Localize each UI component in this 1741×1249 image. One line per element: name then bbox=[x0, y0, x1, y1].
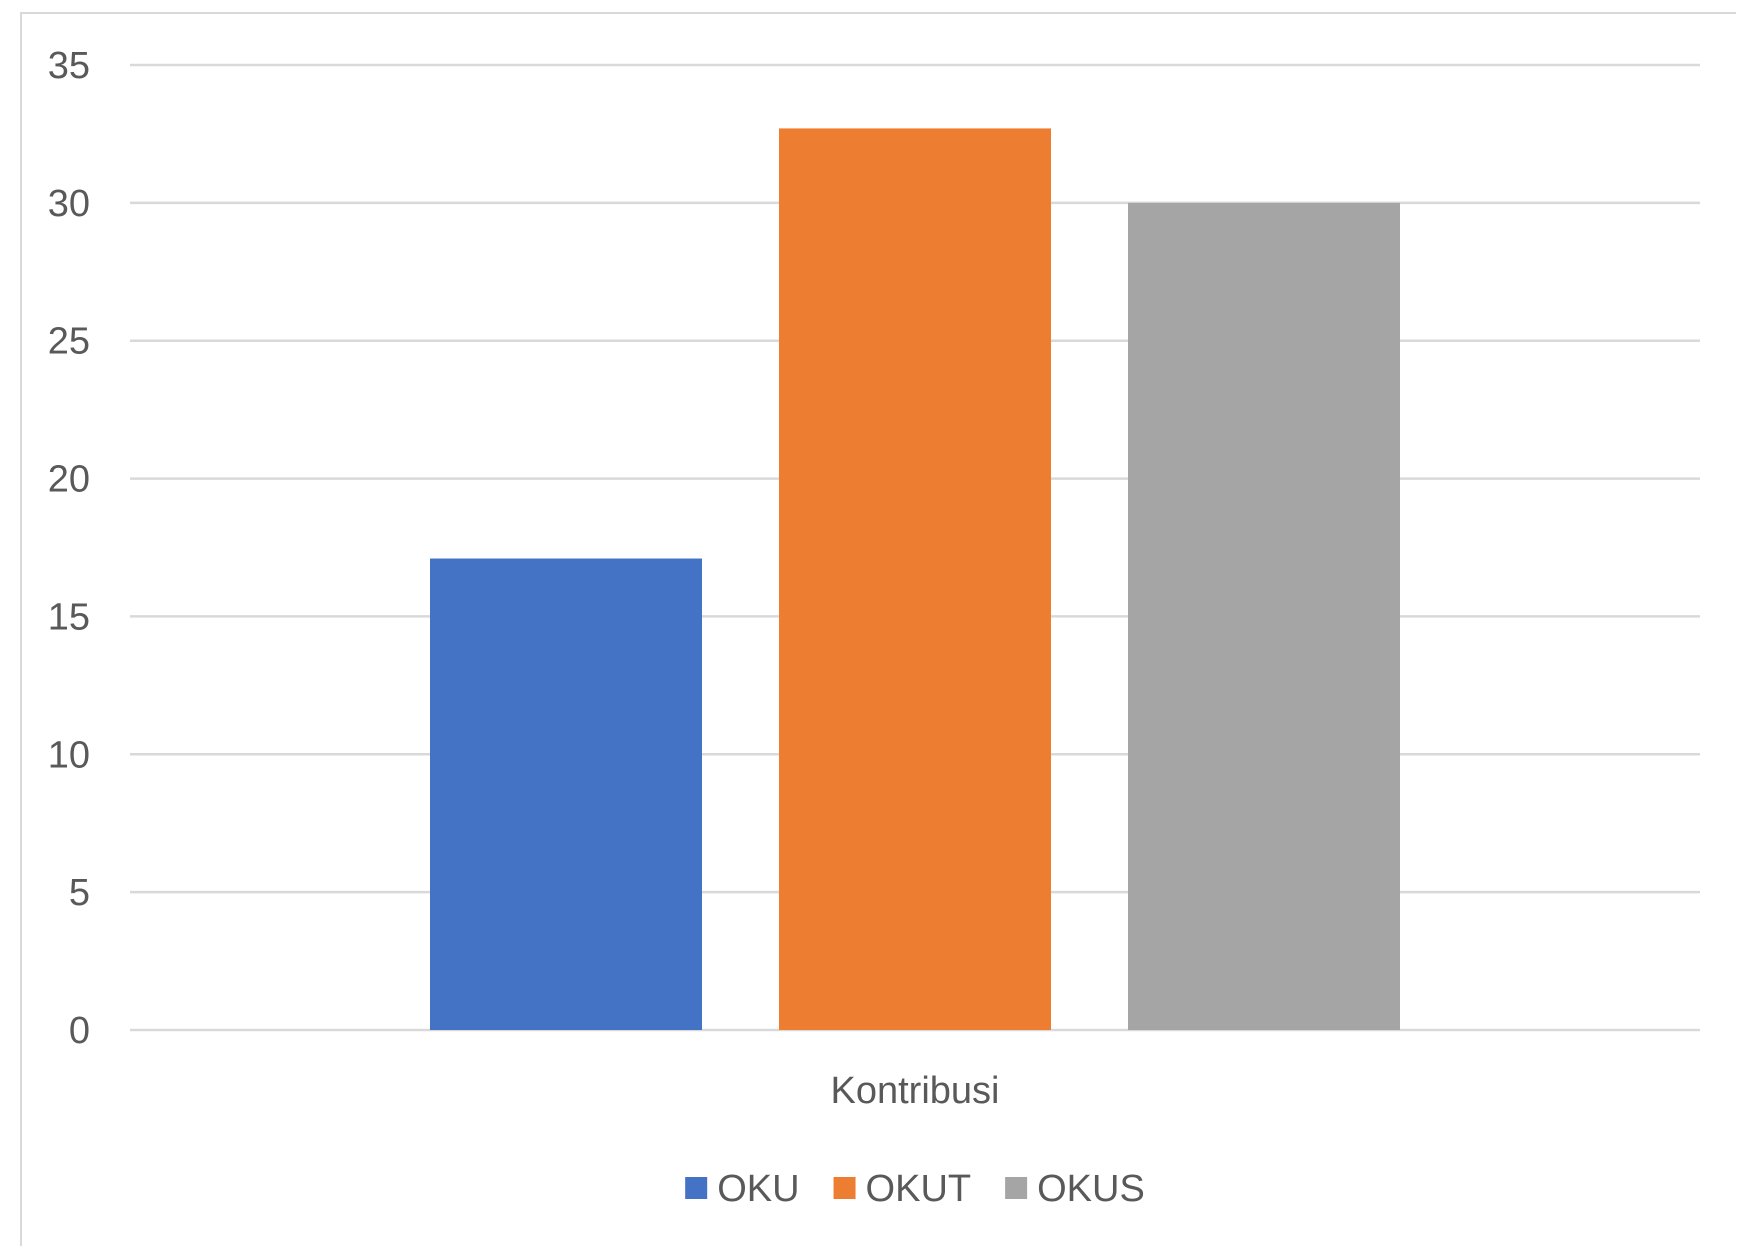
y-tick-label: 15 bbox=[48, 596, 90, 638]
legend-label: OKUT bbox=[866, 1168, 972, 1210]
legend-label: OKU bbox=[717, 1168, 799, 1210]
legend-label: OKUS bbox=[1037, 1168, 1145, 1210]
legend: OKU OKUT OKUS bbox=[685, 1168, 1145, 1210]
y-tick-label: 5 bbox=[69, 872, 90, 914]
y-tick-label: 25 bbox=[48, 321, 90, 363]
y-axis-ticks: 0 5 10 15 20 25 30 35 bbox=[48, 45, 90, 1052]
y-tick-label: 20 bbox=[48, 459, 90, 501]
x-axis-labels: Kontribusi bbox=[831, 1070, 1000, 1112]
x-category-label: Kontribusi bbox=[831, 1070, 1000, 1112]
y-tick-label: 0 bbox=[69, 1010, 90, 1052]
bar-okut bbox=[779, 128, 1051, 1030]
bars bbox=[430, 128, 1400, 1030]
y-tick-label: 30 bbox=[48, 183, 90, 225]
legend-swatch-oku bbox=[685, 1177, 708, 1199]
legend-swatch-okut bbox=[833, 1177, 856, 1199]
bar-okus bbox=[1128, 202, 1400, 1030]
y-tick-label: 10 bbox=[48, 734, 90, 776]
bar-oku bbox=[430, 558, 702, 1030]
y-tick-label: 35 bbox=[48, 45, 90, 87]
legend-swatch-okus bbox=[1005, 1177, 1028, 1199]
